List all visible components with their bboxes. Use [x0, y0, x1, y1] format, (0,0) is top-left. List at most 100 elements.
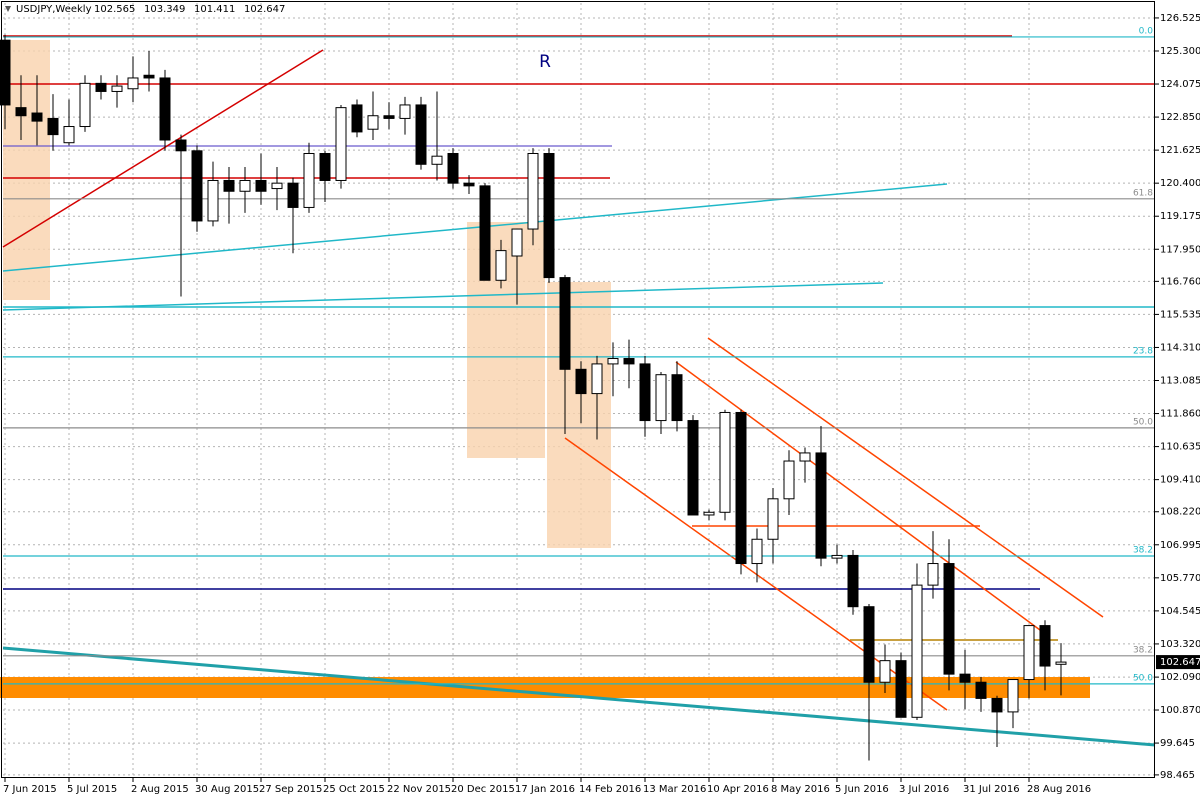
x-tick-label: 2 Aug 2015	[131, 784, 189, 795]
candle-body	[287, 182, 299, 208]
candle-body	[783, 460, 795, 500]
candle-body	[575, 368, 587, 395]
x-tick-label: 14 Feb 2016	[579, 784, 641, 795]
candle-body	[623, 358, 635, 365]
x-tick-label: 3 Jul 2016	[899, 784, 949, 795]
y-tick-label: 120.400	[1160, 178, 1200, 189]
y-tick-label: 124.075	[1160, 79, 1200, 90]
candle-body	[831, 554, 843, 559]
y-tick-label: 106.995	[1160, 540, 1200, 551]
candle-body	[367, 115, 379, 130]
header-open: 102.565	[94, 4, 135, 15]
candle-body	[879, 660, 891, 683]
y-tick-label: 113.085	[1160, 376, 1200, 387]
y-tick-label: 105.770	[1160, 573, 1200, 584]
level-label: 61.8	[1133, 188, 1153, 198]
y-tick-label: 114.310	[1160, 342, 1200, 353]
y-tick-label: 103.320	[1160, 639, 1200, 650]
candle-body	[111, 85, 123, 92]
channel-line	[707, 337, 1104, 618]
candle-body	[351, 104, 363, 133]
candle-body	[863, 606, 875, 683]
trend-line	[2, 49, 324, 248]
candle-body	[239, 179, 251, 192]
y-tick-label: 126.525	[1160, 13, 1200, 24]
trend-line	[2, 282, 884, 311]
candle-body	[895, 660, 907, 718]
x-tick-label: 13 Mar 2016	[643, 784, 706, 795]
candle-body	[975, 681, 987, 699]
drawings	[0, 35, 1156, 747]
candle-body	[735, 411, 747, 565]
candle-body	[511, 228, 523, 257]
x-tick-label: 25 Oct 2015	[323, 784, 385, 795]
channel-line	[675, 361, 1041, 631]
chart-title: USDJPY,Weekly	[16, 4, 92, 15]
candle-body	[639, 363, 651, 422]
level-label: 38.2	[1133, 645, 1153, 655]
x-tick-label: 28 Aug 2016	[1027, 784, 1091, 795]
y-tick-label: 98.465	[1160, 770, 1195, 781]
candle-body	[719, 411, 731, 513]
candle-body	[751, 538, 763, 565]
level-label: 23.8	[1133, 346, 1153, 356]
current-price: 102.647	[1160, 657, 1200, 668]
candle-body	[911, 584, 923, 718]
axes: 126.525 125.300 124.075 122.850 121.625 120.4…	[3, 13, 1200, 795]
candle-body	[1007, 679, 1019, 713]
candle-body	[271, 182, 283, 190]
candle-body	[335, 107, 347, 181]
candle-body	[543, 152, 555, 279]
candle-body	[447, 152, 459, 184]
header-close: 102.647	[244, 4, 285, 15]
y-tick-label: 99.645	[1160, 738, 1195, 749]
candle-body	[319, 152, 331, 181]
candle-body	[303, 152, 315, 208]
candle-body	[463, 182, 475, 187]
x-tick-label: 27 Sep 2015	[259, 784, 322, 795]
candle-body	[95, 82, 107, 92]
candle-body	[671, 374, 683, 422]
x-tick-label: 22 Nov 2015	[387, 784, 451, 795]
trend-line	[2, 646, 1156, 747]
candle-body	[591, 363, 603, 395]
candle-body	[255, 179, 267, 192]
candle-body	[815, 452, 827, 559]
y-tick-label: 110.635	[1160, 442, 1200, 453]
candle-body	[431, 155, 443, 165]
level-label: 50.0	[1133, 417, 1153, 427]
candle-body	[1023, 625, 1035, 681]
candle-body	[47, 117, 59, 136]
level-label: 50.0	[1133, 673, 1153, 683]
y-tick-label: 109.410	[1160, 475, 1200, 486]
candle-body	[63, 126, 75, 144]
candle-body	[143, 74, 155, 79]
x-tick-label: 20 Dec 2015	[451, 784, 515, 795]
candle-body	[175, 139, 187, 152]
candle-body	[223, 179, 235, 192]
candle-body	[159, 77, 171, 141]
candle-body	[607, 358, 619, 365]
candle-body	[207, 179, 219, 222]
candle-body	[799, 452, 811, 462]
y-tick-label: 117.950	[1160, 244, 1200, 255]
candle-body	[1039, 625, 1051, 667]
y-tick-label: 100.870	[1160, 705, 1200, 716]
x-tick-label: 5 Jul 2015	[67, 784, 117, 795]
candle-body	[479, 185, 491, 281]
candle-body	[527, 152, 539, 230]
annotation: R	[539, 52, 551, 72]
plot-frame	[1, 1, 1155, 778]
x-tick-label: 5 Jun 2016	[835, 784, 889, 795]
y-tick-label: 104.545	[1160, 606, 1200, 617]
candle-body	[15, 107, 27, 117]
y-tick-label: 122.850	[1160, 112, 1200, 123]
candles	[0, 34, 1067, 761]
y-tick-label: 116.760	[1160, 276, 1200, 287]
candle-body	[943, 563, 955, 675]
candle-body	[687, 420, 699, 516]
x-tick-label: 17 Jan 2016	[515, 784, 575, 795]
y-tick-label: 108.220	[1160, 507, 1200, 518]
candle-body	[559, 277, 571, 370]
